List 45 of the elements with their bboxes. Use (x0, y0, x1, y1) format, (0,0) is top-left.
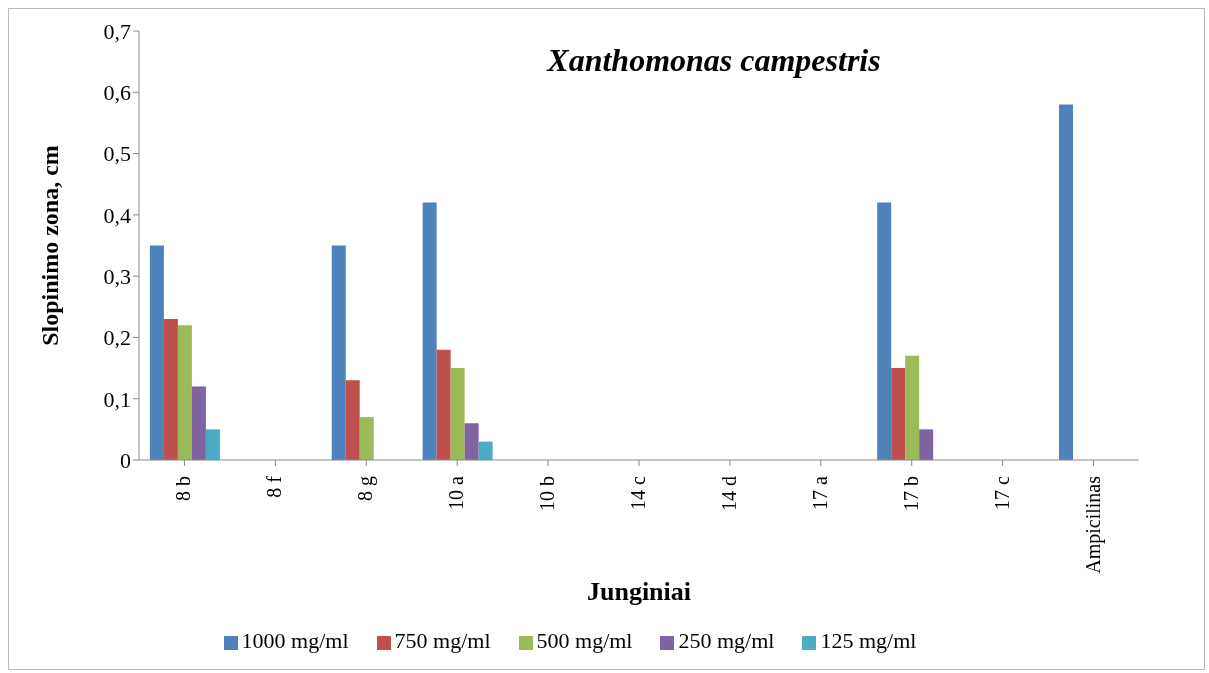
x-axis-title: Junginiai (586, 577, 692, 606)
bar (919, 429, 934, 460)
bar (331, 245, 346, 460)
x-tick-label: 8 b (172, 476, 195, 501)
bar (478, 441, 493, 460)
bar (891, 368, 906, 460)
bar (877, 202, 892, 460)
y-tick-label: 0,6 (103, 80, 131, 106)
bar (359, 417, 374, 460)
y-tick-label: 0,5 (103, 141, 131, 167)
x-tick-label: 10 b (536, 476, 559, 511)
x-tick-label: 8 g (354, 476, 378, 501)
bar (205, 429, 220, 460)
bar (149, 245, 164, 460)
x-tick-label: 14 c (627, 475, 649, 510)
x-tick-label: 8 f (263, 475, 286, 498)
bar (436, 349, 451, 460)
bar (177, 325, 192, 460)
y-tick-label: 0,3 (103, 263, 131, 289)
bar (464, 423, 479, 460)
bar (905, 355, 920, 460)
bar (422, 202, 437, 460)
bar (450, 368, 465, 460)
y-tick-label: 0,4 (103, 202, 131, 228)
x-tick-label: 17 a (808, 475, 831, 510)
bar (191, 386, 206, 460)
x-tick-label: 10 a (445, 475, 468, 510)
legend-label: 750 mg/ml (394, 628, 491, 653)
y-tick-label: 0,2 (103, 325, 131, 351)
bar (345, 380, 360, 460)
chart-title: Xanthomonas campestris (546, 42, 881, 78)
x-tick-label: 17 c (990, 475, 1013, 510)
y-axis-title: Slopinimo zona, cm (36, 145, 63, 346)
y-tick-label: 0,1 (103, 386, 131, 412)
legend-label: 125 mg/ml (820, 628, 917, 653)
x-tick-label: 14 d (717, 476, 740, 511)
legend-label: 500 mg/ml (536, 628, 633, 653)
x-tick-label: 17 b (899, 476, 922, 511)
legend-label: 250 mg/ml (678, 628, 775, 653)
x-tick-label: Ampicilinas (1081, 475, 1105, 574)
y-tick-label: 0 (120, 447, 131, 473)
bar (1059, 104, 1073, 460)
bar (163, 319, 178, 460)
legend-label: 1000 mg/ml (241, 628, 349, 653)
y-tick-label: 0,7 (103, 18, 131, 44)
